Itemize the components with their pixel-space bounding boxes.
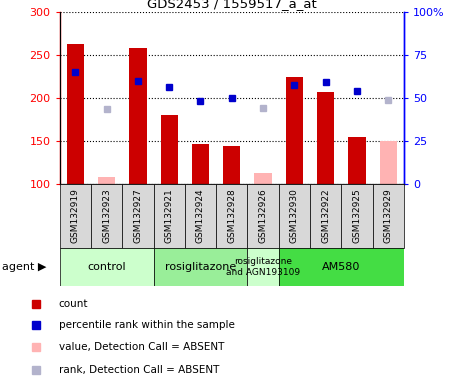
Bar (279, 184, 310, 248)
Bar (286, 77, 303, 184)
Bar (348, 137, 365, 184)
Bar (154, 184, 185, 248)
Bar (129, 48, 146, 184)
Bar (317, 92, 334, 184)
Text: rank, Detection Call = ABSENT: rank, Detection Call = ABSENT (59, 365, 219, 375)
Bar (373, 184, 404, 248)
Text: GSM132922: GSM132922 (321, 189, 330, 243)
Text: count: count (59, 299, 88, 309)
Text: GSM132919: GSM132919 (71, 189, 80, 243)
Bar (279, 248, 404, 286)
Bar (60, 248, 154, 286)
Bar (67, 44, 84, 184)
Bar (341, 184, 373, 248)
Bar (310, 184, 341, 248)
Text: rosiglitazone: rosiglitazone (165, 262, 236, 272)
Bar (122, 184, 154, 248)
Text: rosiglitazone
and AGN193109: rosiglitazone and AGN193109 (226, 257, 300, 276)
Text: value, Detection Call = ABSENT: value, Detection Call = ABSENT (59, 342, 224, 352)
Text: GSM132928: GSM132928 (227, 189, 236, 243)
Text: AM580: AM580 (322, 262, 360, 272)
Text: GSM132925: GSM132925 (353, 189, 362, 243)
Bar (247, 184, 279, 248)
Bar (247, 248, 279, 286)
Bar (192, 144, 209, 184)
Text: GSM132930: GSM132930 (290, 189, 299, 243)
Bar (223, 146, 241, 184)
Text: GSM132926: GSM132926 (258, 189, 268, 243)
Bar (254, 173, 272, 184)
Bar (91, 184, 122, 248)
Text: GSM132929: GSM132929 (384, 189, 393, 243)
Text: agent ▶: agent ▶ (2, 262, 47, 272)
Text: control: control (87, 262, 126, 272)
Text: percentile rank within the sample: percentile rank within the sample (59, 320, 235, 330)
Text: GSM132924: GSM132924 (196, 189, 205, 243)
Bar (60, 184, 91, 248)
Bar (154, 248, 247, 286)
Text: GSM132923: GSM132923 (102, 189, 111, 243)
Bar (185, 184, 216, 248)
Bar (161, 115, 178, 184)
Text: GSM132921: GSM132921 (165, 189, 174, 243)
Bar (380, 141, 397, 184)
Bar (98, 177, 115, 184)
Bar (216, 184, 247, 248)
Text: GSM132927: GSM132927 (134, 189, 142, 243)
Title: GDS2453 / 1559517_a_at: GDS2453 / 1559517_a_at (147, 0, 317, 10)
